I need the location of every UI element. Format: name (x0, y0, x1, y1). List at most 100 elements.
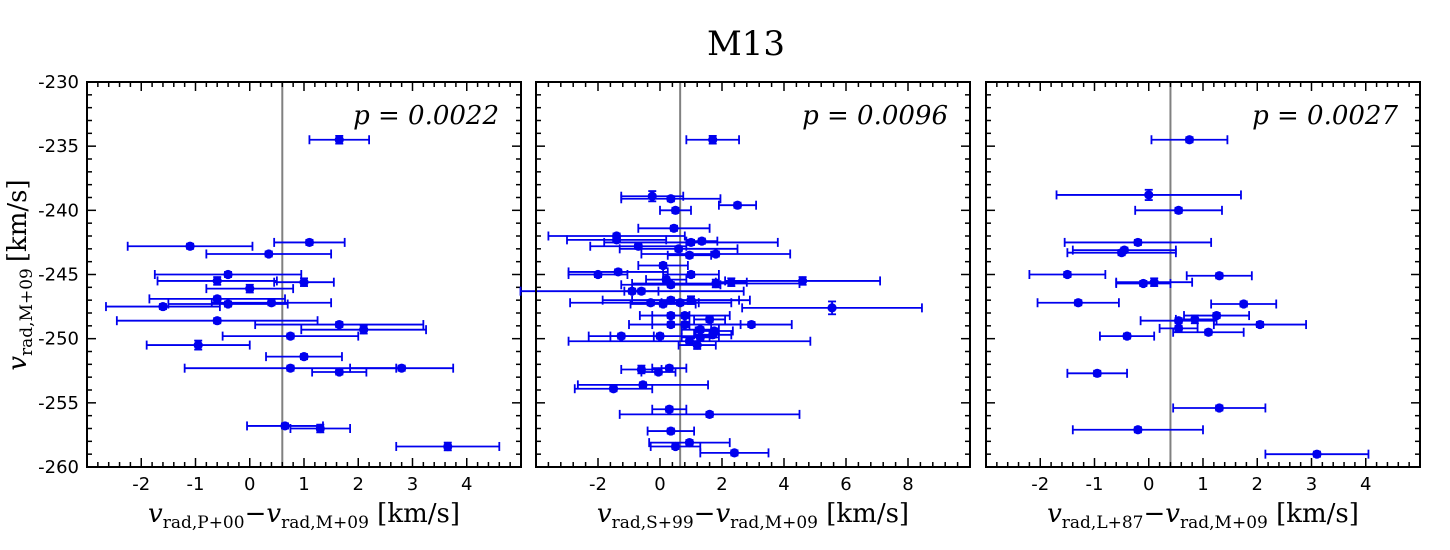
data-point (115, 316, 319, 326)
y-tick-label: -240 (38, 200, 79, 221)
y-tick-label: -255 (38, 393, 79, 414)
y-tick-label: -235 (38, 136, 79, 157)
x-axis-label: vrad,L+87−vrad,M+09 [km/s] (1047, 499, 1359, 533)
x-axis-label-part: [km/s] (818, 499, 909, 529)
data-marker (264, 249, 274, 259)
data-marker (1255, 319, 1265, 330)
data-marker (646, 298, 656, 308)
x-axis-label-part: rad,M+09 (281, 513, 369, 533)
data-marker (684, 438, 695, 448)
axes-frame (86, 81, 522, 468)
data-point (205, 283, 295, 294)
data-point (659, 205, 692, 215)
data-marker (664, 404, 674, 414)
x-tick-label: -2 (1031, 474, 1049, 495)
data-marker (1092, 368, 1102, 378)
x-axis-label-part: v (148, 499, 163, 529)
x-axis-label-part: − (694, 499, 716, 529)
data-point (1055, 188, 1242, 201)
data-marker (1138, 278, 1148, 289)
data-marker (708, 135, 718, 145)
p-value-annotation: p = 0.0027 (1252, 101, 1398, 131)
data-point (1210, 299, 1278, 309)
data-marker (1203, 327, 1214, 337)
data-point (1066, 368, 1128, 378)
x-tick-label: -1 (1086, 474, 1104, 495)
data-point (637, 223, 711, 233)
x-tick-label: 3 (1306, 474, 1317, 495)
data-marker (746, 319, 757, 330)
data-point (609, 331, 711, 341)
data-point (273, 277, 335, 287)
data-point (620, 194, 722, 204)
data-point (724, 276, 881, 286)
data-marker (608, 384, 619, 394)
data-marker (1173, 316, 1184, 326)
data-marker (1149, 277, 1159, 287)
data-point (714, 277, 748, 287)
data-point (646, 426, 695, 436)
data-marker (299, 352, 309, 362)
data-point (651, 363, 688, 373)
data-point (126, 241, 254, 251)
data-point (651, 404, 688, 414)
data-point (640, 367, 677, 377)
data-marker (705, 314, 715, 325)
data-point (569, 298, 733, 308)
data-marker (613, 267, 623, 277)
data-marker (711, 249, 721, 259)
x-tick-label: 4 (461, 474, 472, 495)
x-tick-label: 3 (407, 474, 418, 495)
x-axis-label-part: v (1165, 499, 1180, 529)
data-marker (729, 448, 740, 458)
data-marker (1173, 323, 1184, 333)
x-tick-label: 0 (244, 474, 255, 495)
data-point (148, 294, 286, 304)
data-point (210, 298, 333, 308)
data-marker (212, 316, 222, 326)
y-tick-label: -245 (38, 265, 79, 286)
x-axis-label-part: v (1047, 499, 1062, 529)
y-axis-label-unit: [km/s] (3, 179, 33, 262)
data-point (693, 314, 726, 325)
data-point (699, 448, 770, 458)
data-marker (664, 363, 674, 373)
x-axis-label-part: [km/s] (1268, 499, 1359, 529)
data-marker (1184, 135, 1195, 145)
data-marker (669, 223, 679, 233)
data-marker (334, 367, 344, 377)
data-point (254, 319, 425, 330)
data-marker (193, 340, 203, 350)
data-point (221, 331, 360, 341)
data-marker (1190, 314, 1200, 325)
data-marker (697, 236, 707, 246)
y-tick-label: -230 (38, 72, 79, 93)
x-axis-label-part: v (597, 499, 612, 529)
data-marker (223, 269, 233, 280)
data-point (741, 300, 923, 316)
data-marker (266, 298, 277, 308)
data-point (573, 384, 654, 394)
data-marker (666, 280, 676, 290)
data-marker (299, 277, 309, 287)
data-point (648, 438, 731, 448)
data-point (567, 336, 812, 346)
data-marker (670, 441, 681, 452)
data-marker (827, 303, 837, 313)
data-marker (666, 194, 676, 204)
x-tick-label: 0 (654, 474, 665, 495)
panel-p00: -2 -1 0 1 2 3 4 -230 -235 -240 -245 -250 -255 -260 p =… (38, 72, 522, 533)
data-marker (686, 237, 696, 248)
data-marker (1073, 298, 1083, 308)
y-axis-label-sub: rad,M+09 (17, 268, 37, 356)
data-marker (653, 367, 664, 377)
data-point (289, 423, 352, 434)
data-point (1150, 135, 1229, 145)
x-tick-label: 6 (840, 474, 851, 495)
figure-title: M13 (707, 24, 785, 64)
data-point (618, 409, 801, 419)
data-marker (695, 332, 705, 342)
x-tick-label: 0 (1143, 474, 1154, 495)
